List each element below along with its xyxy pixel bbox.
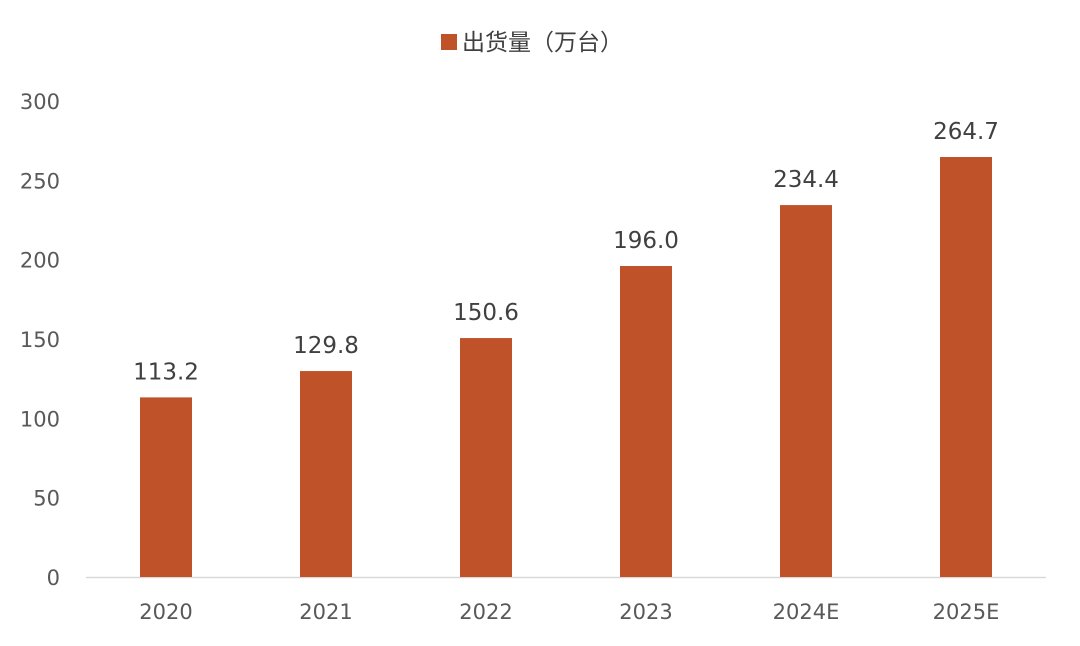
- x-tick-label: 2021: [299, 600, 352, 624]
- y-tick-label: 50: [33, 487, 60, 511]
- bar: [140, 397, 192, 577]
- y-tick-label: 200: [20, 249, 60, 273]
- bar: [300, 371, 352, 577]
- y-tick-label: 0: [47, 566, 60, 590]
- y-tick-label: 300: [20, 90, 60, 114]
- legend-label: 出货量（万台）: [462, 30, 623, 56]
- bar-value-label: 234.4: [773, 167, 839, 193]
- legend: 出货量（万台）: [441, 30, 623, 56]
- x-axis-ticks: 2020 2021 2022 2023 2024E 2025E: [139, 600, 999, 624]
- bars-group: [140, 157, 992, 577]
- bar: [620, 266, 672, 577]
- bar: [780, 205, 832, 577]
- x-tick-label: 2023: [619, 600, 672, 624]
- x-tick-label: 2025E: [933, 600, 1000, 624]
- bar-value-label: 129.8: [293, 333, 359, 359]
- x-tick-label: 2024E: [773, 600, 840, 624]
- bar-value-label: 113.2: [133, 359, 199, 385]
- y-tick-label: 150: [20, 328, 60, 352]
- bar-value-label: 196.0: [613, 228, 679, 254]
- bar-value-label: 150.6: [453, 300, 519, 326]
- y-tick-label: 250: [20, 169, 60, 193]
- bar: [940, 157, 992, 577]
- y-axis-ticks: 0 50 100 150 200 250 300: [20, 90, 60, 590]
- data-labels-group: 113.2 129.8 150.6 196.0 234.4 264.7: [133, 119, 999, 385]
- bar: [460, 338, 512, 577]
- y-tick-label: 100: [20, 407, 60, 431]
- x-tick-label: 2020: [139, 600, 192, 624]
- legend-swatch: [441, 34, 457, 50]
- bar-value-label: 264.7: [933, 119, 999, 145]
- x-tick-label: 2022: [459, 600, 512, 624]
